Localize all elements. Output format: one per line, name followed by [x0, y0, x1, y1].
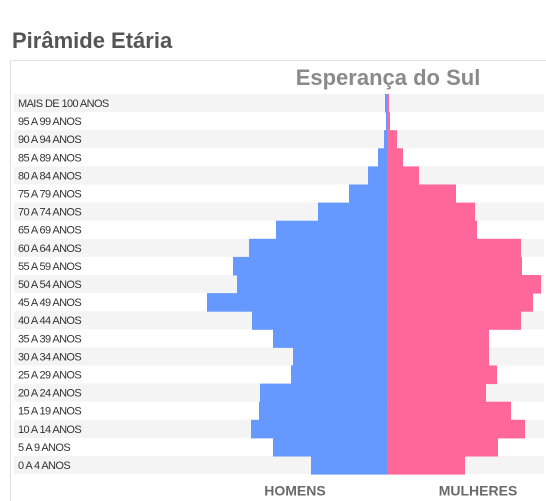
y-tick-label: 25 A 29 ANOS: [18, 369, 81, 381]
chart-subtitle: Esperança do Sul: [296, 65, 481, 90]
y-tick-label: 35 A 39 ANOS: [18, 333, 81, 345]
bar: [259, 401, 387, 421]
bar: [293, 347, 387, 366]
bar: [387, 311, 521, 330]
bar: [273, 329, 387, 348]
y-tick-label: 20 A 24 ANOS: [18, 388, 81, 400]
bar: [387, 238, 521, 258]
y-tick-label: 45 A 49 ANOS: [18, 297, 81, 309]
row-stripe: [14, 166, 544, 185]
bar: [249, 238, 387, 258]
bar: [385, 94, 387, 113]
legend-label: HOMENS: [264, 483, 325, 499]
bar: [291, 365, 387, 385]
bar: [387, 166, 419, 185]
y-tick-label: 95 A 99 ANOS: [18, 116, 81, 128]
bar: [387, 437, 498, 457]
bar: [387, 275, 541, 294]
bar: [318, 202, 387, 222]
bar: [387, 220, 477, 240]
bar: [368, 166, 387, 185]
bar: [387, 202, 475, 222]
bar: [387, 256, 522, 276]
bar: [387, 401, 511, 421]
y-tick-label: 10 A 14 ANOS: [18, 424, 81, 436]
bar: [233, 256, 387, 276]
bar: [273, 437, 387, 457]
y-tick-label: 60 A 64 ANOS: [18, 243, 81, 255]
bar: [387, 293, 533, 312]
y-tick-label: 30 A 34 ANOS: [18, 351, 81, 363]
y-tick-label: 40 A 44 ANOS: [18, 315, 81, 327]
y-tick-label: MAIS DE 100 ANOS: [18, 98, 109, 110]
bar: [387, 456, 465, 475]
y-tick-label: 85 A 89 ANOS: [18, 152, 81, 164]
bar: [387, 94, 389, 113]
bar: [276, 220, 387, 240]
chart-title: Pirâmide Etária: [12, 28, 173, 53]
bar: [260, 383, 387, 403]
y-tick-label: 50 A 54 ANOS: [18, 279, 81, 291]
bar: [386, 112, 387, 131]
bar: [387, 419, 525, 439]
y-tick-label: 80 A 84 ANOS: [18, 170, 81, 182]
y-tick-label: 65 A 69 ANOS: [18, 225, 81, 237]
y-tick-label: 5 A 9 ANOS: [18, 442, 70, 454]
bar: [384, 130, 387, 149]
y-tick-label: 70 A 74 ANOS: [18, 207, 81, 219]
y-tick-label: 0 A 4 ANOS: [18, 460, 70, 472]
y-tick-label: 55 A 59 ANOS: [18, 261, 81, 273]
bar: [387, 148, 403, 167]
bar: [311, 456, 387, 475]
bar: [387, 130, 397, 149]
y-tick-label: 15 A 19 ANOS: [18, 406, 81, 418]
y-tick-label: 75 A 79 ANOS: [18, 188, 81, 200]
bar: [387, 184, 456, 204]
bar: [387, 365, 497, 385]
bar: [237, 275, 387, 294]
y-tick-label: 90 A 94 ANOS: [18, 134, 81, 146]
legend-label: MULHERES: [439, 483, 518, 499]
bar: [378, 148, 387, 167]
bar: [387, 329, 489, 348]
row-stripe: [14, 130, 544, 149]
bar: [252, 311, 387, 330]
chart-frame: [10, 60, 546, 501]
bar: [387, 112, 390, 131]
bar: [251, 419, 387, 439]
row-stripe: [14, 94, 544, 113]
bar: [349, 184, 387, 204]
bar: [387, 347, 489, 366]
bar: [387, 383, 486, 403]
bar: [207, 293, 387, 312]
